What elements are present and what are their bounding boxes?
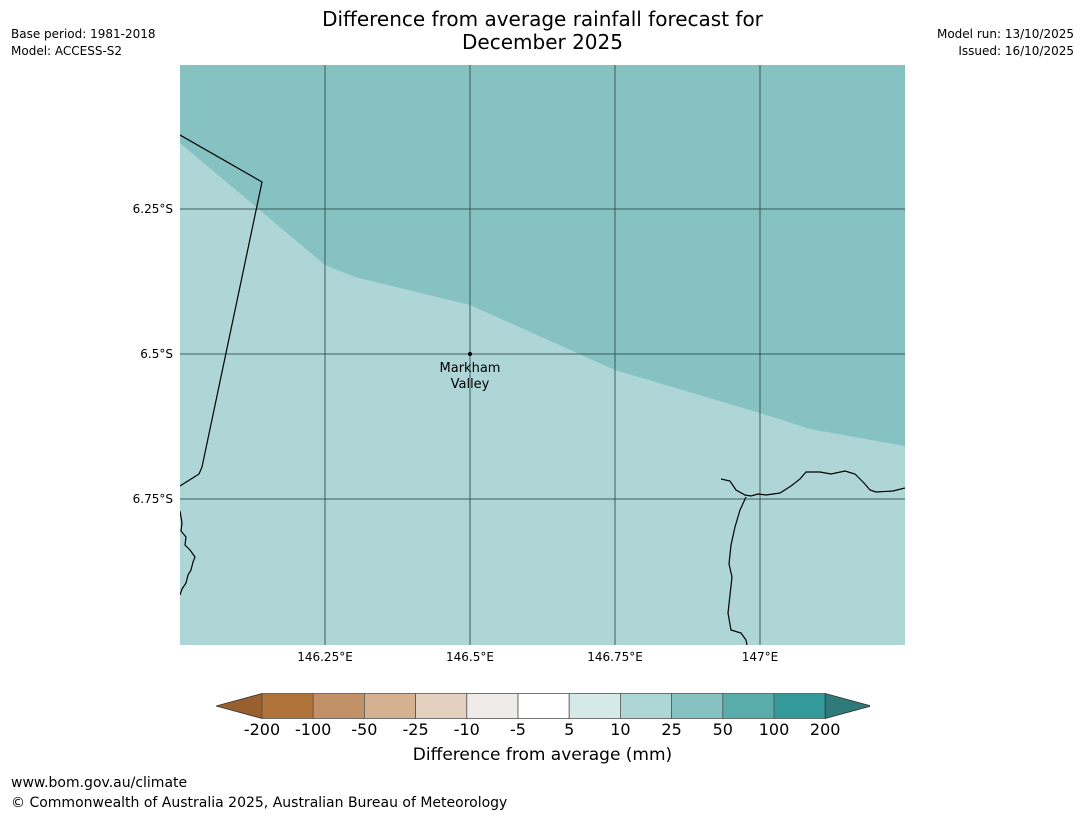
colorbar-swatch: [466, 693, 519, 719]
colorbar-tick-label: 200: [809, 720, 841, 739]
colorbar-swatch: [773, 693, 826, 719]
map-title: Difference from average rainfall forecas…: [0, 8, 1085, 54]
meta-right: Model run: 13/10/2025 Issued: 16/10/2025: [937, 26, 1074, 60]
colorbar-swatch: [722, 693, 775, 719]
coastline: [180, 134, 263, 487]
colorbar-label: Difference from average (mm): [412, 745, 673, 765]
model-run-text: Model run: 13/10/2025: [936, 27, 1074, 41]
lon-label-146-5: 146.5°E: [446, 650, 494, 664]
base-period-text: Base period: 1981-2018: [11, 27, 156, 41]
colorbar-tick-label: 100: [758, 720, 790, 739]
footer-url[interactable]: www.bom.gov.au/climate: [11, 775, 188, 791]
colorbar-swatch: [568, 693, 621, 719]
colorbar-swatch: [312, 693, 365, 719]
colorbar-swatch: [363, 693, 416, 719]
colorbar-swatch: [261, 693, 314, 719]
lat-label-6-5: 6.5°S: [140, 347, 173, 361]
colorbar-tick-label: -10: [453, 720, 480, 739]
meta-left: Base period: 1981-2018 Model: ACCESS-S2: [11, 26, 156, 60]
gridline-horizontal: [180, 208, 905, 500]
lon-label-146-75: 146.75°E: [587, 650, 643, 664]
lat-label-6-25: 6.25°S: [132, 202, 173, 216]
colorbar-tick-label: 5: [564, 720, 575, 739]
colorbar-tick-label: -25: [402, 720, 429, 739]
colorbar-extend-low: [216, 692, 263, 720]
colorbar-swatch: [415, 693, 468, 719]
colorbar-extend-high: [824, 692, 870, 720]
forecast-map[interactable]: Markham Valley: [180, 65, 905, 645]
colorbar: [216, 692, 870, 720]
title-line-1: Difference from average rainfall forecas…: [322, 7, 763, 31]
coastline: [720, 470, 905, 497]
title-line-2: December 2025: [462, 30, 623, 54]
colorbar-tick-label: -5: [510, 720, 526, 739]
place-label-line-2: Valley: [451, 377, 490, 392]
place-marker[interactable]: [468, 352, 472, 356]
colorbar-tick-label: -100: [295, 720, 332, 739]
lat-label-6-75: 6.75°S: [132, 492, 173, 506]
coastline: [180, 510, 196, 596]
lon-label-146-25: 146.25°E: [297, 650, 353, 664]
footer-copyright: © Commonwealth of Australia 2025, Austra…: [11, 795, 508, 811]
place-label-line-1: Markham: [440, 361, 501, 376]
colorbar-tick-label: -200: [243, 720, 281, 739]
issued-text: Issued: 16/10/2025: [958, 44, 1074, 58]
colorbar-swatch: [671, 693, 724, 719]
colorbar-swatch: [619, 693, 672, 719]
colorbar-tick-label: 25: [661, 720, 682, 739]
coastline: [727, 496, 748, 645]
model-text: Model: ACCESS-S2: [11, 44, 123, 58]
colorbar-swatch: [517, 693, 570, 719]
colorbar-tick-label: -50: [351, 720, 378, 739]
lon-label-147: 147°E: [741, 650, 779, 664]
rainfall-band-25-50: [180, 65, 905, 446]
colorbar-tick-label: 10: [610, 720, 631, 739]
colorbar-tick-label: 50: [712, 720, 733, 739]
